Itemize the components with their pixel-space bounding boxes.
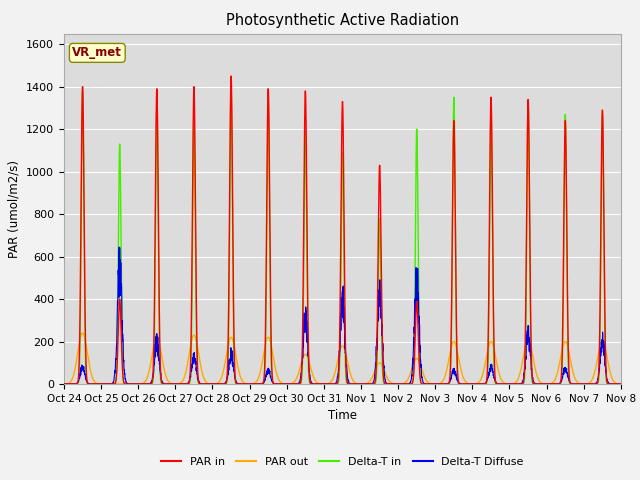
Title: Photosynthetic Active Radiation: Photosynthetic Active Radiation [226, 13, 459, 28]
Legend: PAR in, PAR out, Delta-T in, Delta-T Diffuse: PAR in, PAR out, Delta-T in, Delta-T Dif… [157, 453, 528, 471]
Y-axis label: PAR (umol/m2/s): PAR (umol/m2/s) [8, 160, 20, 258]
X-axis label: Time: Time [328, 409, 357, 422]
Text: VR_met: VR_met [72, 47, 122, 60]
